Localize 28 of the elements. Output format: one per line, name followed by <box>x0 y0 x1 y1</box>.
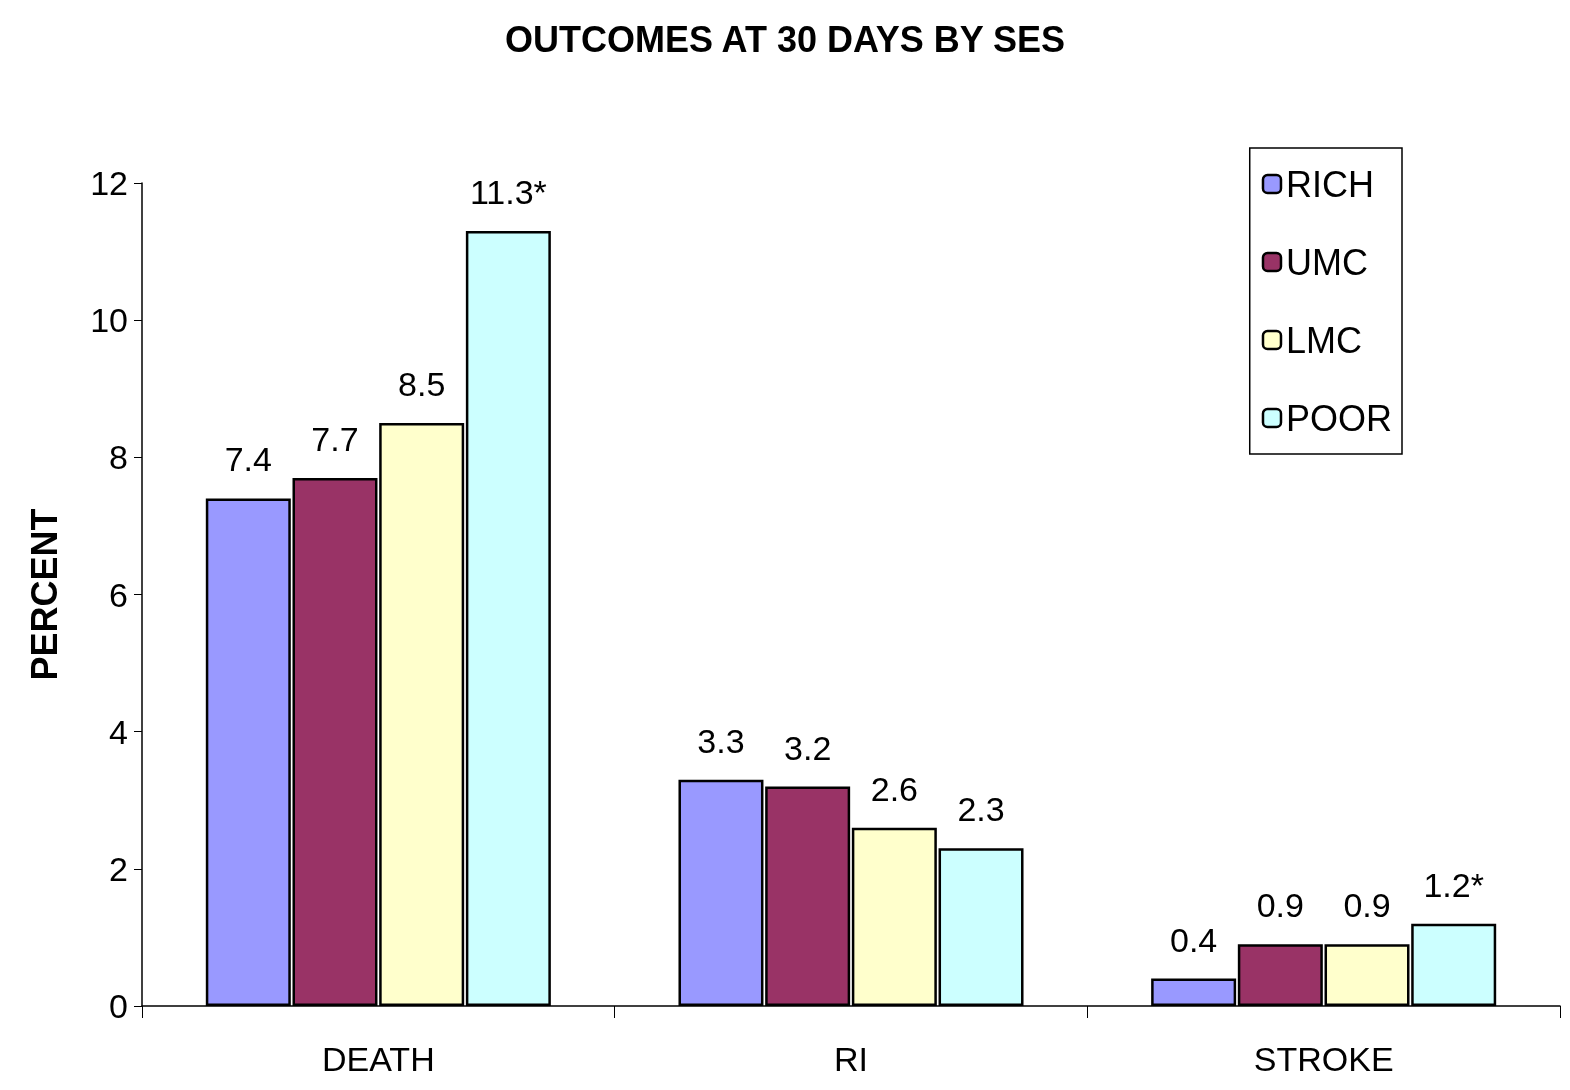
data-label: 0.9 <box>1343 886 1391 925</box>
data-label: 1.2* <box>1423 865 1484 904</box>
data-label: 3.3 <box>697 721 745 760</box>
x-tick-label: DEATH <box>321 1040 435 1078</box>
y-tick-label: 6 <box>109 575 128 614</box>
data-label: 2.6 <box>870 769 918 808</box>
chart-title: OUTCOMES AT 30 DAYS BY SES <box>504 18 1066 60</box>
data-label: 2.3 <box>957 790 1005 829</box>
y-tick-label: 2 <box>109 849 128 888</box>
y-tick-label: 10 <box>90 301 128 340</box>
data-label: 3.2 <box>784 728 832 767</box>
legend-label: UMC <box>1285 241 1368 283</box>
y-tick-label: 0 <box>109 987 128 1025</box>
data-label: 0.4 <box>1170 920 1218 959</box>
data-label: 7.4 <box>224 440 272 479</box>
y-tick-label: 4 <box>109 712 128 751</box>
data-label: 11.3* <box>469 173 547 212</box>
legend-label: POOR <box>1285 397 1392 439</box>
data-label: 0.9 <box>1256 886 1304 925</box>
legend-label: RICH <box>1285 163 1374 205</box>
x-tick-label: RI <box>834 1040 868 1078</box>
data-label: 8.5 <box>398 365 446 404</box>
y-tick-label: 12 <box>90 164 128 202</box>
data-label: 7.7 <box>311 419 359 458</box>
y-axis-title: PERCENT <box>23 508 65 681</box>
legend-label: LMC <box>1285 319 1362 361</box>
x-tick-label: STROKE <box>1253 1040 1394 1078</box>
y-tick-label: 8 <box>109 438 128 477</box>
